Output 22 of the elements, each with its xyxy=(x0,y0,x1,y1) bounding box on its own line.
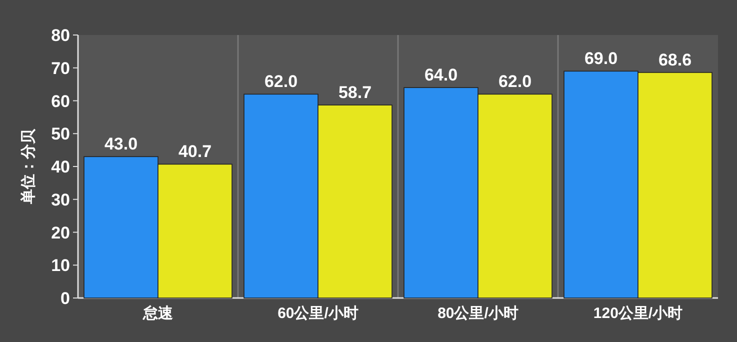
y-axis-title: 单位：分贝 xyxy=(20,128,37,205)
y-tick-label: 20 xyxy=(51,223,70,242)
y-tick-label: 0 xyxy=(60,289,70,308)
y-tick-label: 30 xyxy=(51,190,70,210)
y-tick-label: 60 xyxy=(51,92,70,111)
data-label: 58.7 xyxy=(338,83,372,102)
data-label: 40.7 xyxy=(178,142,212,162)
x-tick-label: 80公里/小时 xyxy=(438,305,518,322)
y-tick-label: 80 xyxy=(51,26,70,45)
x-tick-label: 60公里/小时 xyxy=(278,305,358,322)
x-tick-label: 120公里/小时 xyxy=(593,305,683,322)
data-label: 68.6 xyxy=(658,50,692,70)
data-label: 64.0 xyxy=(424,66,458,85)
y-tick-label: 40 xyxy=(51,158,70,176)
y-tick-label: 70 xyxy=(51,58,70,78)
y-tick-label: 50 xyxy=(51,124,70,144)
data-label: 62.0 xyxy=(498,72,532,92)
y-tick-label: 10 xyxy=(51,256,70,276)
data-label: 43.0 xyxy=(104,134,138,154)
x-tick-label: 怠速 xyxy=(142,304,174,322)
data-label: 62.0 xyxy=(264,72,298,92)
data-label: 69.0 xyxy=(584,49,618,68)
